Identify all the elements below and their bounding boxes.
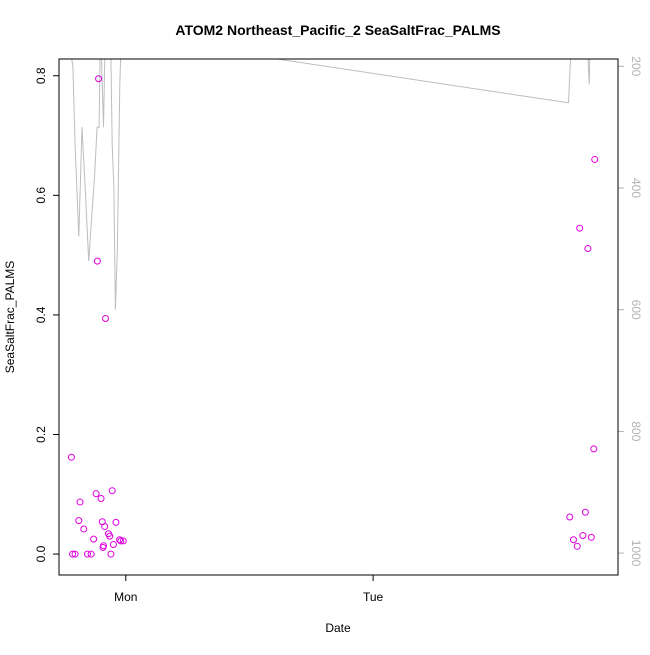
y-axis-tick-label: 0.6 — [34, 187, 48, 204]
data-point — [97, 494, 105, 502]
data-point — [83, 550, 91, 558]
secondary-line-layer — [71, 59, 591, 310]
chart-title: ATOM2 Northeast_Pacific_2 SeaSaltFrac_PA… — [175, 22, 500, 38]
data-point — [76, 498, 84, 506]
data-point — [95, 75, 103, 83]
data-points-layer — [67, 75, 599, 558]
data-point — [93, 257, 101, 265]
data-point — [591, 155, 599, 163]
data-point — [106, 532, 114, 540]
data-point — [581, 508, 589, 516]
y2-axis-tick-label: 200 — [629, 56, 643, 76]
x-axis-tick-label: Mon — [114, 590, 137, 604]
data-point — [107, 550, 115, 558]
data-point — [119, 537, 127, 545]
y-axis-tick-label: 0.4 — [34, 306, 48, 323]
y-axis-tick-label: 0.2 — [34, 426, 48, 443]
data-point — [67, 453, 75, 461]
plot-frame — [58, 58, 619, 576]
data-point — [87, 550, 95, 558]
y2-axis-tick-label: 1000 — [629, 540, 643, 567]
y-axis-tick-label: 0.0 — [34, 545, 48, 562]
data-point — [71, 550, 79, 558]
x-axis-tick-label: Tue — [363, 590, 384, 604]
data-point — [109, 541, 117, 549]
data-point — [116, 536, 124, 544]
data-point — [90, 535, 98, 543]
data-point — [101, 523, 109, 531]
data-point — [579, 532, 587, 540]
y2-axis-tick-label: 800 — [629, 421, 643, 441]
data-point — [108, 487, 116, 495]
x-axis-label: Date — [325, 621, 351, 635]
data-point — [573, 542, 581, 550]
secondary-series-line — [71, 59, 591, 310]
y2-axis-tick-label: 600 — [629, 300, 643, 320]
data-point — [587, 533, 595, 541]
y2-axis-tick-label: 400 — [629, 178, 643, 198]
data-point — [80, 525, 88, 533]
y-axis-tick-label: 0.8 — [34, 67, 48, 84]
axes-layer: 0.0 0.2 0.4 0.6 0.8 200 400 600 800 1000 Mon Tue — [34, 56, 643, 604]
data-point — [75, 517, 83, 525]
data-point — [112, 518, 120, 526]
data-point — [92, 490, 100, 498]
data-point — [569, 536, 577, 544]
data-point — [590, 445, 598, 453]
y-axis-label: SeaSaltFrac_PALMS — [3, 261, 17, 374]
data-point — [117, 537, 125, 545]
data-point — [566, 513, 574, 521]
data-point — [100, 542, 108, 550]
data-point — [102, 314, 110, 322]
data-point — [584, 245, 592, 253]
data-point — [576, 224, 584, 232]
data-point — [69, 550, 77, 558]
